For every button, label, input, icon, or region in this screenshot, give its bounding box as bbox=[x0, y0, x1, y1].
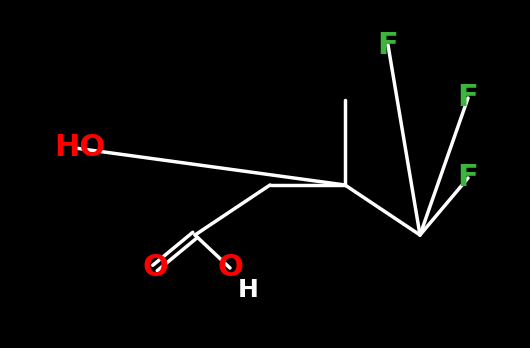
Text: F: F bbox=[457, 84, 479, 112]
Text: F: F bbox=[457, 164, 479, 192]
Text: O: O bbox=[142, 253, 168, 283]
Text: H: H bbox=[237, 278, 259, 302]
Text: HO: HO bbox=[55, 134, 105, 163]
Text: O: O bbox=[217, 253, 243, 283]
Text: F: F bbox=[377, 31, 399, 60]
